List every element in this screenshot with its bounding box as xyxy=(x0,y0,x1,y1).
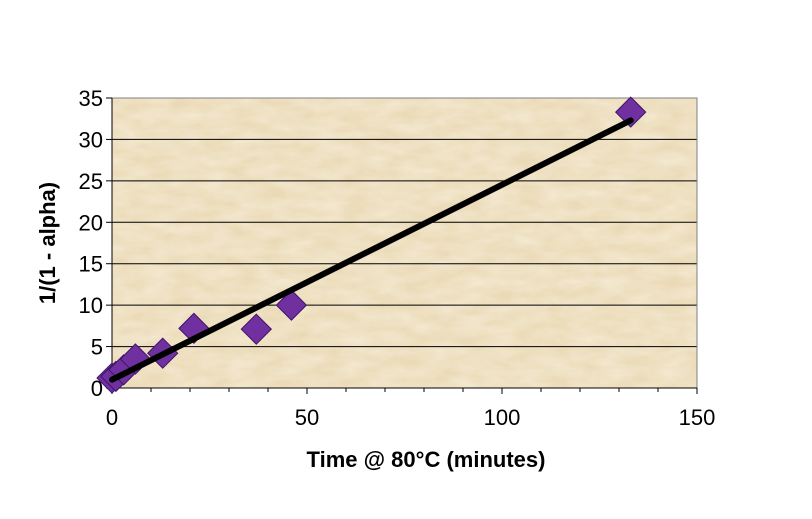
trendline-layer xyxy=(109,117,634,383)
y-tick-label: 15 xyxy=(79,252,103,277)
y-tick-label: 35 xyxy=(79,86,103,111)
x-axis-title: Time @ 80°C (minutes) xyxy=(307,447,546,472)
plot-area xyxy=(111,97,698,389)
data-points xyxy=(96,96,647,394)
data-point-8 xyxy=(614,96,647,128)
y-tick-label: 25 xyxy=(79,169,103,194)
data-point-7 xyxy=(275,289,308,321)
data-point-6 xyxy=(240,313,273,345)
x-tick-label: 0 xyxy=(106,405,118,430)
y-tick-label: 10 xyxy=(79,293,103,318)
y-tick-labels: 0 5 10 15 20 25 30 35 xyxy=(79,86,103,401)
y-axis-title: 1/(1 - alpha) xyxy=(35,182,60,304)
y-tick-label: 0 xyxy=(91,376,103,401)
y-tick-label: 5 xyxy=(91,335,103,360)
x-tick-label: 100 xyxy=(484,405,521,430)
y-tick-label: 30 xyxy=(79,127,103,152)
y-tick-label: 20 xyxy=(79,210,103,235)
trendline xyxy=(109,117,634,383)
x-tick-label: 50 xyxy=(295,405,319,430)
x-tick-labels: 0 50 100 150 xyxy=(106,405,715,430)
x-tick-label: 150 xyxy=(679,405,716,430)
plot-texture xyxy=(112,98,697,388)
